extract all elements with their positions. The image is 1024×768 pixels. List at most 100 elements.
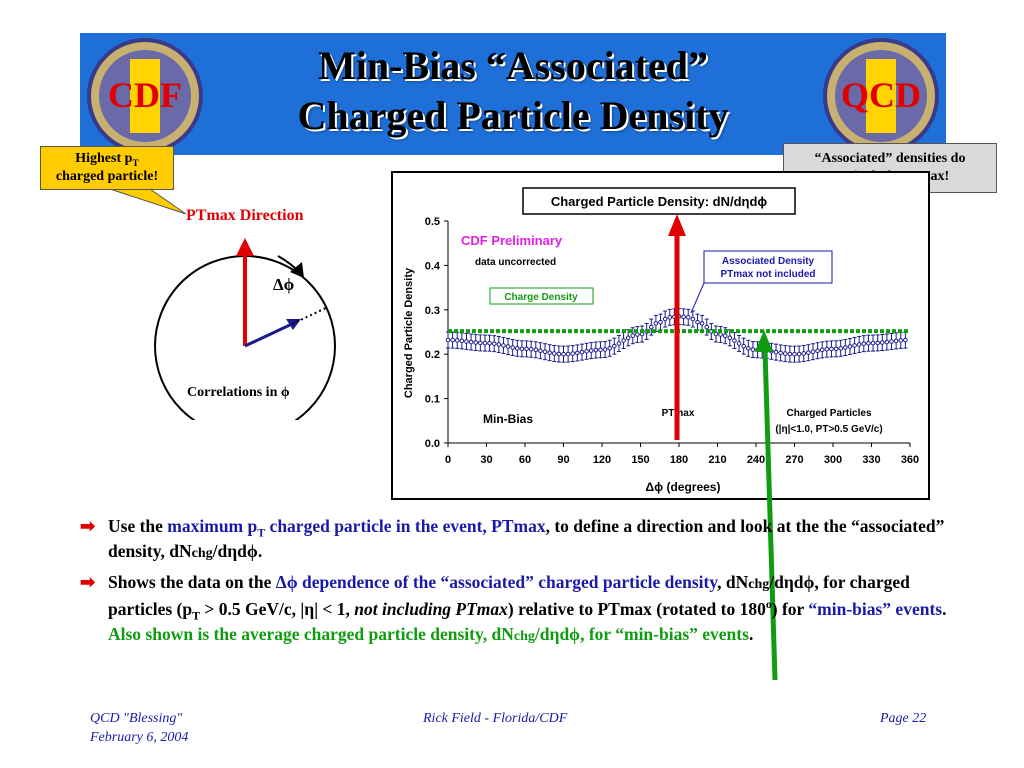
y-tick-label: 0.5 (425, 216, 440, 228)
assoc-density-point (625, 335, 631, 341)
assoc-density-label-1: Associated Density (722, 256, 815, 267)
b1-text-1: Use the (108, 516, 168, 536)
assoc-density-point (750, 347, 756, 352)
assoc-density-point (491, 341, 497, 346)
charge-density-label: Charge Density (504, 292, 578, 303)
footer-author: Rick Field - Florida/CDF (423, 711, 568, 726)
assoc-density-point (658, 319, 663, 325)
assoc-density-point (602, 347, 608, 352)
left-callout-tail (109, 188, 187, 215)
assoc-density-point (727, 335, 733, 341)
b1-text-2: maximum p (167, 516, 258, 536)
x-tick-label: 120 (593, 454, 611, 466)
assoc-density-point (579, 349, 585, 355)
title-line-1: Min-Bias “Associated” (318, 43, 708, 88)
callout-left-text: Highest p (75, 151, 133, 166)
assoc-density-point (630, 333, 636, 339)
assoc-density-point (676, 314, 682, 319)
assoc-density-point (884, 339, 890, 345)
assoc-density-point (796, 351, 802, 357)
assoc-density-point (759, 347, 765, 353)
assoc-density-point (898, 338, 904, 343)
assoc-density-point (782, 351, 788, 356)
assoc-density-point (741, 343, 746, 349)
assoc-density-point (903, 337, 908, 343)
assoc-density-point (819, 347, 825, 353)
y-axis-title: Charged Particle Density (403, 267, 415, 398)
assoc-density-point (736, 341, 742, 346)
x-axis-title: Δϕ (degrees) (646, 480, 721, 494)
charged-particles-label-1: Charged Particles (786, 408, 871, 419)
cdf-logo-text: CDF (108, 75, 182, 115)
assoc-density-point (875, 340, 880, 346)
b2-chg: chg (748, 577, 770, 592)
assoc-density-point (653, 321, 659, 326)
callout-right-text-1: “Associated” densities do (814, 151, 966, 166)
callout-left-text-2: charged particle! (55, 169, 159, 184)
assoc-density-point (866, 340, 871, 346)
bullet-1: ➡ Use the maximum pT charged particle in… (80, 514, 960, 566)
assoc-density-point (847, 344, 853, 349)
assoc-density-point (838, 346, 844, 351)
assoc-density-point (778, 350, 783, 356)
assoc-density-point (699, 321, 705, 326)
b2-text-2: Δϕ dependence of the “associated” charge… (275, 572, 718, 592)
assoc-density-point (667, 315, 673, 320)
bullet-arrow-icon: ➡ (80, 516, 96, 536)
assoc-density-point (732, 338, 737, 343)
assoc-density-point (547, 350, 552, 355)
b2-italic: not including PTmax (354, 599, 508, 619)
axes-layer: 0.0 0.1 0.2 0.3 0.4 0.5 0 30 60 90 120 150 180 210 240… (425, 216, 919, 466)
assoc-density-point (478, 340, 483, 346)
b2-text-7: ) for (771, 599, 809, 619)
assoc-density-point (450, 337, 455, 343)
assoc-density-point (570, 351, 576, 356)
assoc-pointer (690, 282, 705, 314)
b2-sub: T (192, 608, 201, 623)
x-tick-label: 240 (747, 454, 765, 466)
assoc-density-point (769, 348, 774, 354)
qcd-logo-text: QCD (841, 75, 921, 115)
assoc-density-point (621, 338, 626, 343)
assoc-density-point (755, 347, 760, 353)
assoc-density-point (810, 349, 816, 355)
assoc-density-point (815, 348, 820, 354)
cdf-preliminary-label: CDF Preliminary (461, 233, 563, 248)
x-tick-label: 210 (708, 454, 726, 466)
assoc-density-point (612, 343, 617, 349)
y-tick-label: 0.0 (425, 438, 440, 450)
assoc-density-point (519, 346, 525, 352)
assoc-density-point (833, 346, 839, 352)
assoc-density-point (551, 351, 557, 356)
b2-text-5: > 0.5 GeV/c, |η| < 1, (200, 599, 355, 619)
assoc-density-point (704, 324, 710, 330)
data-uncorrected-label: data uncorrected (475, 257, 556, 268)
b1-chg: chg (191, 546, 213, 561)
bullet-2: ➡ Shows the data on the Δϕ dependence of… (80, 570, 960, 649)
footer-page: Page 22 (880, 711, 927, 726)
b2-green-2: /dηdϕ, for “min-bias” events (534, 624, 749, 644)
assoc-density-point (496, 342, 502, 347)
assoc-density-point (806, 350, 811, 355)
assoc-density-point (870, 340, 876, 346)
assoc-density-point (542, 349, 548, 355)
b2-green-chg: chg (513, 629, 535, 644)
cdf-logo: CDF (87, 38, 203, 154)
b1-text-3: charged particle in the event, PTmax (265, 516, 546, 536)
assoc-density-point (593, 347, 599, 353)
page-title: Min-Bias “Associated” Charged Particle D… (80, 41, 946, 141)
minbias-label: Min-Bias (483, 412, 533, 426)
footer-date: February 6, 2004 (90, 730, 189, 745)
highest-pt-callout: Highest pT charged particle! (40, 146, 174, 190)
assoc-density-point (454, 338, 460, 343)
assoc-density-point (787, 351, 793, 357)
assoc-density-point (473, 340, 479, 345)
assoc-density-point (445, 337, 451, 343)
y-tick-label: 0.1 (425, 394, 440, 406)
dphi-label: Δϕ (273, 275, 295, 294)
assoc-density-point (565, 351, 571, 357)
title-line-2: Charged Particle Density (297, 93, 729, 138)
assoc-density-point (561, 351, 566, 357)
assoc-density-point (681, 314, 686, 320)
b2-sup: o (765, 597, 772, 612)
